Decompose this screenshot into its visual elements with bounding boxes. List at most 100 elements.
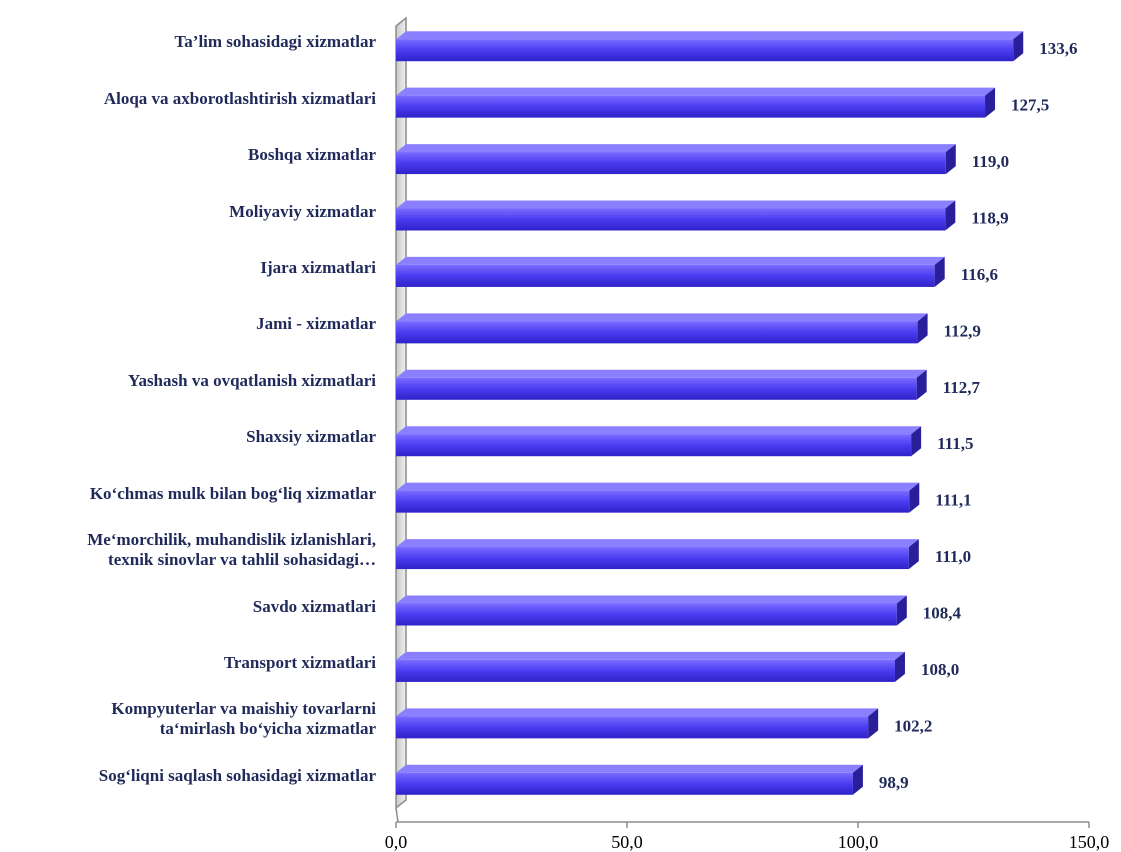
bar-side-face (911, 426, 922, 457)
bar-side-face (894, 651, 905, 682)
category-label-line: texnik sinovlar va tahlil sohasidagi… (108, 550, 376, 570)
bar-top-face (396, 200, 956, 209)
value-label: 108,4 (923, 604, 962, 623)
bar-side-face (868, 708, 879, 739)
bar-side-face (916, 369, 927, 400)
bar-top-face (396, 708, 879, 717)
category-label-line: Shaxsiy xizmatlar (246, 427, 376, 447)
value-label: 98,9 (879, 773, 909, 792)
bar-side-face (985, 87, 996, 118)
bar-front-face (396, 39, 1014, 62)
bar-top-face (396, 651, 905, 660)
bar-top-face (396, 595, 907, 604)
bar-top-face (396, 539, 919, 548)
bar-front-face (396, 490, 910, 513)
bar (396, 87, 996, 118)
bar-top-face (396, 482, 920, 491)
category-label-line: Ko‘chmas mulk bilan bog‘liq xizmatlar (89, 483, 376, 503)
category-label-line: Transport xizmatlari (223, 652, 376, 672)
bar-side-face (945, 200, 956, 231)
bar-top-face (396, 426, 922, 435)
bar-side-face (945, 144, 956, 175)
category-label: Kompyuterlar va maishiy tovarlarni ta‘mir… (0, 699, 376, 739)
category-label: Shaxsiy xizmatlar (0, 427, 376, 447)
bar-front-face (396, 716, 869, 739)
value-label: 111,5 (937, 434, 973, 453)
x-axis: 0,0 50,0 100,0 150,0 (385, 807, 1109, 852)
value-label: 133,6 (1039, 39, 1077, 58)
category-label-line: Moliyaviy xizmatlar (229, 201, 376, 221)
category-label: Yashash va ovqatlanish xizmatlari (0, 371, 376, 391)
bar-front-face (396, 659, 895, 682)
category-label-line: Yashash va ovqatlanish xizmatlari (128, 370, 376, 390)
bar (396, 369, 927, 400)
value-label: 112,9 (944, 321, 981, 340)
bar-side-face (1013, 31, 1024, 62)
category-label-line: Aloqa va axborotlashtirish xizmatlari (103, 88, 376, 108)
bar (396, 426, 922, 457)
bar-front-face (396, 321, 918, 344)
value-label: 102,2 (894, 716, 932, 735)
bar-front-face (396, 603, 897, 626)
bar-top-face (396, 31, 1024, 40)
category-label-line: Sog‘liqni saqlash sohasidagi xizmatlar (98, 765, 376, 785)
x-tick-label: 0,0 (385, 832, 408, 852)
bar (396, 256, 945, 287)
bar-front-face (396, 434, 912, 457)
category-label-line: Ta’lim sohasidagi xizmatlar (174, 32, 377, 52)
bar-side-face (934, 256, 945, 287)
bar-front-face (396, 208, 946, 231)
bar-front-face (396, 264, 935, 287)
category-label: Ijara xizmatlari (0, 258, 376, 278)
bar-front-face (396, 772, 853, 795)
category-label: Me‘morchilik, muhandislik izlanishlari, t… (0, 530, 376, 570)
category-label: Moliyaviy xizmatlar (0, 202, 376, 222)
bars (396, 31, 1024, 795)
x-tick-label: 50,0 (611, 832, 643, 852)
category-label: Transport xizmatlari (0, 653, 376, 673)
bar-top-face (396, 256, 945, 265)
bar-front-face (396, 152, 946, 175)
bar (396, 200, 956, 231)
category-label-line: Ijara xizmatlari (260, 257, 376, 277)
category-label-line: ta‘mirlash bo‘yicha xizmatlar (159, 719, 376, 739)
category-label-line: Savdo xizmatlari (252, 596, 376, 616)
category-label: Ko‘chmas mulk bilan bog‘liq xizmatlar (0, 484, 376, 504)
bar-front-face (396, 377, 917, 400)
value-label: 112,7 (943, 378, 981, 397)
bar-top-face (396, 87, 996, 96)
chart-back-wall (395, 16, 407, 810)
category-label: Sog‘liqni saqlash sohasidagi xizmatlar (0, 766, 376, 786)
value-label: 108,0 (921, 660, 959, 679)
category-label-line: Jami - xizmatlar (256, 314, 376, 334)
value-label: 111,1 (935, 491, 971, 510)
bar-front-face (396, 95, 986, 118)
bar-side-face (896, 595, 907, 626)
value-label: 127,5 (1011, 96, 1049, 115)
value-label: 119,0 (972, 152, 1009, 171)
bar (396, 708, 879, 739)
category-label: Jami - xizmatlar (0, 314, 376, 334)
bar (396, 764, 863, 795)
bar (396, 651, 905, 682)
category-label: Boshqa xizmatlar (0, 145, 376, 165)
category-label-line: Kompyuterlar va maishiy tovarlarni (111, 699, 376, 719)
bar (396, 482, 920, 513)
bar (396, 31, 1024, 62)
left-wall (395, 16, 407, 810)
category-label: Ta’lim sohasidagi xizmatlar (0, 32, 377, 52)
bar-side-face (908, 539, 919, 570)
value-label: 116,6 (961, 265, 998, 284)
category-label-line: Me‘morchilik, muhandislik izlanishlari, (87, 530, 376, 550)
value-label: 118,9 (971, 209, 1008, 228)
bar-front-face (396, 547, 909, 570)
bar (396, 539, 919, 570)
bar-top-face (396, 144, 956, 153)
bar (396, 595, 907, 626)
bar-side-face (909, 482, 920, 513)
value-label: 111,0 (935, 547, 971, 566)
bar-side-face (852, 764, 863, 795)
bar-top-face (396, 369, 927, 378)
value-labels: 133,6 127,5 119,0 118,9 116,6 112,9 112,7 111,5… (879, 39, 1078, 792)
bar (396, 144, 956, 175)
